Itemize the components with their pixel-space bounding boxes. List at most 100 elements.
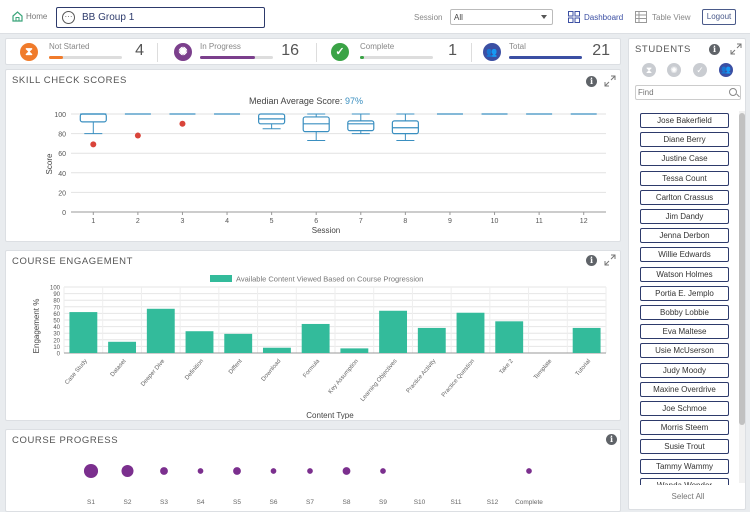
scrollbar-thumb[interactable] — [739, 113, 745, 425]
session-label: S3 — [160, 499, 168, 506]
y-axis-label: Engagement % — [32, 299, 41, 354]
student-item[interactable]: Tammy Wammy — [640, 458, 729, 474]
student-item[interactable]: Portia E. Jemplo — [640, 285, 729, 301]
x-tick-label: Take 2 — [499, 358, 515, 376]
x-tick-label: Key Assumption — [328, 358, 360, 395]
progress-bubble — [270, 468, 277, 474]
x-tick-label: 1 — [91, 218, 95, 225]
student-item[interactable]: Judy Moody — [640, 362, 729, 378]
y-tick-label: 10 — [53, 345, 60, 351]
top-bar: Home ··· BB Group 1 Session All Dashboar… — [0, 0, 750, 34]
skill-check-panel: SKILL CHECK SCORES i Median Average Scor… — [5, 69, 621, 242]
progress-fill — [49, 56, 63, 59]
session-select[interactable]: All — [450, 9, 553, 25]
x-tick-label: 11 — [535, 218, 542, 225]
stat-count: 21 — [592, 42, 610, 59]
students-panel: STUDENTS i ⧗ ✺ ✓ 👥 Jose Bakerfield Diane … — [628, 38, 746, 510]
chart-subtitle-value: 97% — [345, 96, 363, 106]
student-item[interactable]: Carlton Crassus — [640, 189, 729, 205]
x-tick-label: Deeper Dive — [140, 358, 166, 388]
x-tick-label: Definition — [184, 358, 205, 381]
expand-icon[interactable] — [604, 75, 616, 87]
bar — [262, 347, 291, 353]
progress-bubble — [121, 465, 134, 477]
stat-label: In Progress — [200, 42, 241, 51]
expand-icon[interactable] — [604, 254, 616, 266]
session-select-value: All — [454, 13, 463, 22]
bar — [224, 333, 253, 353]
logout-button[interactable]: Logout — [702, 9, 736, 25]
progress-bubble — [307, 468, 313, 474]
dashboard-link[interactable]: Dashboard — [584, 13, 624, 22]
student-item[interactable]: Willie Edwards — [640, 247, 729, 263]
student-item[interactable]: Morris Steem — [640, 420, 729, 436]
stat-not-started[interactable]: ⧗ Not Started 4 — [6, 39, 156, 66]
progress-bar — [360, 56, 433, 59]
x-tick-label: Practice Question — [441, 358, 476, 398]
find-field[interactable] — [635, 85, 741, 100]
hourglass-icon: ⧗ — [20, 43, 38, 61]
group-selector[interactable]: ··· BB Group 1 — [56, 7, 265, 28]
info-icon[interactable]: i — [709, 44, 720, 55]
session-label: S6 — [270, 499, 278, 506]
info-icon[interactable]: i — [586, 255, 597, 266]
outlier-point — [90, 141, 97, 148]
student-item[interactable]: Maxine Overdrive — [640, 381, 729, 397]
student-item[interactable]: Joe Schmoe — [640, 401, 729, 416]
info-icon[interactable]: i — [606, 434, 617, 445]
student-item[interactable]: Jose Bakerfield — [640, 113, 729, 128]
progress-bubble — [83, 463, 99, 479]
student-item[interactable]: Eva Maltese — [640, 324, 729, 340]
panel-title: COURSE ENGAGEMENT — [12, 256, 134, 267]
y-tick-label: 90 — [53, 292, 60, 298]
y-tick-label: 30 — [53, 332, 60, 338]
more-options-icon[interactable]: ··· — [62, 11, 75, 24]
student-item[interactable]: Susie Trout — [640, 439, 729, 455]
x-tick-label: Formula — [302, 358, 321, 379]
student-item[interactable]: Jenna Derbon — [640, 228, 729, 244]
y-tick-label: 0 — [62, 210, 66, 217]
session-label: S5 — [233, 499, 241, 506]
check-filter-icon[interactable]: ✓ — [693, 63, 707, 77]
session-label: S1 — [87, 499, 95, 506]
progress-bubble — [233, 467, 241, 475]
find-input[interactable] — [638, 87, 726, 98]
session-label: S9 — [379, 499, 387, 506]
stat-complete[interactable]: ✓ Complete 1 — [319, 39, 469, 66]
student-item[interactable]: Diane Berry — [640, 132, 729, 148]
panel-title: STUDENTS — [635, 44, 691, 55]
student-item[interactable]: Watson Holmes — [640, 266, 729, 282]
progress-bubble — [526, 468, 532, 474]
progress-bubble — [342, 467, 351, 475]
select-all-button[interactable]: Select All — [671, 492, 705, 501]
session-label: S8 — [343, 499, 351, 506]
student-item[interactable]: Jim Dandy — [640, 209, 729, 224]
table-view-icon[interactable] — [635, 11, 647, 23]
bar — [108, 341, 137, 353]
search-icon — [729, 88, 737, 96]
student-item[interactable]: Wanda Wonder — [640, 477, 729, 485]
outlier-point — [134, 132, 141, 139]
session-label: S11 — [450, 499, 461, 506]
in-progress-filter-icon[interactable]: ✺ — [667, 63, 681, 77]
group-filter-icon[interactable]: 👥 — [719, 63, 733, 77]
student-item[interactable]: Usie McUserson — [640, 343, 729, 359]
student-item[interactable]: Justine Case — [640, 151, 729, 167]
y-tick-label: 40 — [53, 325, 60, 331]
dashboard-icon[interactable] — [568, 11, 580, 23]
hourglass-filter-icon[interactable]: ⧗ — [642, 63, 656, 77]
bar — [340, 348, 369, 353]
table-view-link[interactable]: Table View — [652, 13, 691, 22]
stat-total[interactable]: 👥 Total 21 — [474, 39, 620, 66]
y-tick-label: 50 — [53, 319, 60, 325]
x-tick-label: Learning Objectives — [360, 358, 399, 402]
student-item[interactable]: Tessa Count — [640, 170, 729, 186]
progress-bar — [200, 56, 273, 59]
expand-icon[interactable] — [730, 43, 742, 55]
student-item[interactable]: Bobby Lobbie — [640, 305, 729, 320]
stat-in-progress[interactable]: ✺ In Progress 16 — [160, 39, 310, 66]
scrollbar[interactable] — [739, 111, 745, 483]
info-icon[interactable]: i — [586, 76, 597, 87]
course-progress-panel: COURSE PROGRESS i S1 S2 S3 S4 S5 S6 S7 S8 S9 S10 S… — [5, 429, 621, 512]
